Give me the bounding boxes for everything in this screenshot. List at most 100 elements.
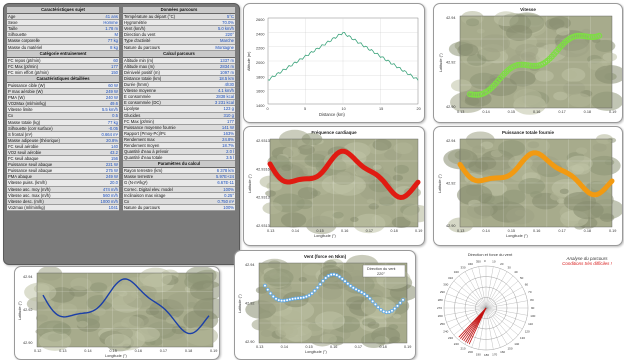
row-value: 177	[227, 118, 234, 124]
wind-marker	[379, 307, 383, 312]
x-tick-label: 0.17	[160, 349, 167, 353]
x-tick-label: 0.14	[292, 229, 299, 233]
row-value: 0.5	[112, 113, 118, 119]
terrain-relief	[361, 332, 387, 349]
rose-spoke	[453, 307, 487, 336]
row-value: 70.0%	[222, 20, 234, 26]
power-track	[457, 150, 615, 198]
terrain-relief	[372, 164, 382, 170]
terrain-relief	[527, 141, 540, 149]
data-column-left: Caractéristiques sujet Age 41 ans Sexe Homme…	[7, 7, 119, 211]
y-tick-label: 42.90	[446, 224, 456, 228]
wind-marker	[359, 290, 364, 295]
row-value: M	[114, 32, 119, 38]
terrain-relief	[599, 213, 615, 222]
table-row: Age 41 ans	[7, 14, 119, 21]
terrain-relief	[402, 204, 424, 223]
x-tick-label: 0.15	[109, 349, 116, 353]
wind-marker	[348, 284, 353, 288]
table-row: Masse du matériel 8 kg	[7, 44, 119, 51]
y-tick-label: 42.9316	[256, 167, 270, 171]
table-row: Lipolyse 123 g	[123, 106, 235, 113]
rose-angle-label: 200	[468, 350, 473, 354]
row-label: E consommée	[124, 94, 151, 100]
vent-panel: Vent (force en Nkm) 0.13 0.14 0.15 0.16 0.17…	[234, 250, 416, 360]
wind-marker	[312, 288, 317, 293]
rose-spoke	[485, 307, 514, 341]
row-value: 310 g	[223, 112, 234, 118]
table-row: Inclinaison max virage 0.25°	[123, 192, 235, 199]
row-label: Quantité d'eau à prévoir	[124, 149, 169, 155]
terrain-map	[24, 267, 219, 352]
analysis-heading: Analyse du parcours	[566, 256, 608, 261]
terrain-relief	[265, 190, 276, 197]
x-tick-label: 0.15	[316, 229, 323, 233]
table-row: Rendement moyen 18.7%	[123, 142, 235, 150]
row-value: 100%	[223, 204, 234, 210]
row-label: FC seuil aérobie	[8, 143, 39, 149]
table-row: FC Max (pt/min) 177	[123, 118, 235, 125]
wind-marker	[354, 287, 358, 292]
row-label: PMA (W)	[8, 95, 25, 101]
table-row: FC seuil abaque 156	[7, 156, 119, 163]
rose-spoke	[485, 307, 523, 330]
wind-marker	[299, 296, 303, 300]
rose-angle-label: 350	[476, 260, 481, 264]
rose-spoke	[471, 268, 487, 309]
row-value: 6.67E-11	[217, 180, 234, 186]
row-value: 177	[111, 63, 118, 69]
row-value: 60	[113, 57, 118, 63]
terrain-relief	[591, 91, 622, 111]
row-label: Cx	[8, 113, 14, 119]
rose-spoke	[485, 307, 528, 316]
terrain-relief	[280, 212, 307, 228]
table-row: Sexe Homme	[7, 20, 119, 27]
row-label: Quantité d'eau totale	[124, 155, 163, 161]
freq-xlabel: Longitude (°)	[314, 234, 337, 238]
y-tick-label: 2200	[256, 47, 264, 51]
table-row: PMA (W) 240 W	[7, 95, 119, 102]
x-tick-label: 0.17	[558, 229, 565, 233]
y-tick-label: 1400	[256, 104, 264, 108]
wind-rose-title: Direction et force du vent	[467, 252, 513, 257]
wind-marker	[351, 285, 356, 290]
rose-angle-label: 40	[514, 270, 518, 274]
y-tick-label: 2600	[256, 18, 264, 22]
wind-marker	[370, 299, 375, 304]
terrain-relief	[368, 203, 379, 210]
row-value: 141 W	[221, 124, 234, 130]
x-tick-label: 0.13	[59, 349, 66, 353]
x-tick-label: 0.15	[508, 229, 515, 233]
terrain-relief	[450, 79, 472, 92]
row-label: VO2Max (ml/min/kg)	[8, 101, 47, 107]
rose-angle-label: 330	[461, 265, 466, 269]
terrain-map	[443, 131, 622, 233]
x-tick-label: 0.16	[341, 229, 348, 233]
wind-marker	[310, 291, 314, 296]
terrain-relief	[189, 280, 219, 301]
vitesse-map: 0.13 0.14 0.15 0.16 0.17 0.18 0.19 42.94 42.92 42…	[439, 11, 622, 115]
table-row: Vitesse desc. (m/h) 1000 m/h	[7, 198, 119, 205]
data-column-right: Données parcours Température au départ (°…	[123, 7, 235, 211]
table-row: Altitude min (m) 1337 m	[123, 57, 235, 64]
puissance-ylabel: Latitude (°)	[438, 174, 442, 193]
row-value: 0.750 m²	[217, 198, 234, 204]
route-map-panel: 0.12 0.13 0.14 0.15 0.16 0.17 0.18 0.19 42.94 42.…	[14, 266, 220, 360]
row-value: 5.5 km/h	[101, 107, 118, 113]
row-label: Vitesse puiss. (km/h)	[8, 180, 47, 186]
row-label: Puissance cible (W)	[8, 82, 46, 88]
wind-marker	[274, 296, 278, 301]
terrain-relief	[257, 291, 292, 312]
terrain-map	[448, 11, 622, 115]
wind-marker	[334, 273, 339, 277]
y-tick-label: 42.9313	[256, 224, 270, 228]
x-tick-label: 0.19	[210, 349, 217, 353]
row-label: Hygrométrie	[124, 20, 147, 26]
table-row: Puissance seuil abaque 221 W	[7, 162, 119, 169]
row-label: Puissance moyenne fournie	[124, 124, 176, 130]
terrain-relief	[38, 331, 72, 351]
row-label: Distance totale (km)	[124, 75, 162, 81]
terrain-relief	[139, 267, 172, 288]
terrain-relief	[466, 202, 494, 219]
terrain-relief	[559, 188, 569, 195]
